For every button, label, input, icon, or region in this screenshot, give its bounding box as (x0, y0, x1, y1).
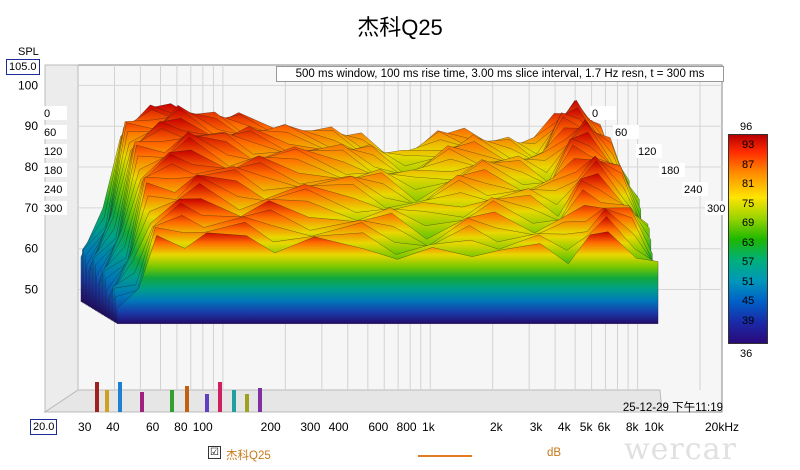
decay-spike (258, 388, 262, 412)
x-tick-label: 60 (146, 420, 160, 434)
time-axis-label: 60 (615, 127, 627, 139)
decay-spike (95, 382, 99, 412)
waterfall-slice (116, 231, 659, 325)
time-axis-label: 60 (44, 127, 56, 139)
x-tick-label: 3k (530, 420, 544, 434)
time-label-bg (42, 144, 67, 158)
time-axis-label: 180 (661, 165, 679, 177)
x-tick-label: 80 (174, 420, 188, 434)
colorbar-tick-label: 93 (742, 139, 755, 151)
x-tick-label: 30 (78, 420, 92, 434)
time-axis-label: 300 (44, 203, 62, 215)
y-axis-label: SPL (18, 46, 39, 58)
time-label-bg (682, 182, 708, 196)
timestamp: 25-12-29 下午11:19 (622, 402, 723, 414)
x-tick-label: 40 (106, 420, 120, 434)
colorbar-tick-label: 75 (742, 197, 755, 210)
floor (43, 389, 663, 413)
colorbar (728, 134, 768, 344)
watermark: wercar (624, 432, 737, 467)
colorbar-min: 36 (740, 348, 753, 360)
y-tick-label: 80 (25, 160, 39, 174)
x-tick-label: 20kHz (705, 420, 739, 434)
x-tick-label: 10k (644, 420, 664, 434)
time-axis-label: 240 (44, 184, 62, 196)
decay-spike (232, 390, 236, 412)
colorbar-tick-label: 81 (742, 178, 755, 190)
x-tick-label: 2k (490, 420, 504, 434)
time-label-bg (613, 125, 639, 139)
colorbar-tick-label: 45 (742, 295, 755, 307)
time-label-bg (659, 163, 685, 177)
time-label-bg (42, 163, 67, 177)
decay-spike (140, 392, 144, 412)
time-label-bg (42, 182, 67, 196)
decay-spike (118, 382, 122, 412)
time-label-bg (42, 201, 67, 215)
y-tick-label: 60 (25, 242, 39, 256)
y-tick-label: 50 (25, 283, 39, 297)
legend-line-swatch (418, 455, 472, 457)
x-tick-label: 400 (329, 420, 349, 434)
x-min-field[interactable]: 20.0 (30, 419, 58, 435)
x-tick-label: 100 (193, 420, 213, 434)
time-axis-label: 120 (44, 146, 62, 158)
decay-spike (205, 394, 209, 412)
colorbar-tick-label: 39 (742, 314, 755, 327)
x-tick-label: 1k (422, 420, 436, 434)
colorbar-tick-label: 51 (742, 275, 755, 288)
y-max-field[interactable]: 105.0 (6, 59, 40, 75)
x-tick-label: 4k (558, 420, 572, 434)
y-tick-label: 70 (25, 201, 39, 215)
time-axis-label: 0 (592, 108, 598, 120)
colorbar-max: 96 (740, 121, 753, 133)
x-tick-label: 8k (626, 420, 640, 434)
x-tick-label: 800 (397, 420, 417, 434)
time-label-bg (590, 106, 616, 120)
decay-spike (218, 382, 222, 412)
colorbar-tick-label: 57 (742, 256, 755, 268)
time-label-bg (705, 201, 731, 215)
analysis-settings: 500 ms window, 100 ms rise time, 3.00 ms… (276, 66, 724, 82)
time-axis-label: 120 (638, 146, 656, 158)
time-label-bg (42, 125, 67, 139)
colorbar-tick-label: 69 (742, 217, 755, 229)
decay-spike (170, 390, 174, 412)
colorbar-tick-label: 87 (742, 158, 755, 171)
time-label-bg (636, 144, 662, 158)
x-tick-label: 200 (261, 420, 281, 434)
legend-unit: dB (547, 447, 562, 459)
colorbar-tick-label: 63 (742, 236, 755, 249)
decay-spike (185, 386, 189, 412)
time-axis-label: 240 (684, 184, 702, 196)
chart-title: 杰科Q25 (357, 15, 443, 40)
time-axis-label: 0 (44, 108, 50, 120)
y-tick-label: 90 (25, 119, 39, 133)
decay-spike (245, 394, 249, 412)
x-tick-label: 6k (598, 420, 612, 434)
decay-spike (105, 390, 109, 412)
y-tick-label: 100 (18, 78, 38, 92)
time-label-bg (42, 106, 67, 120)
time-axis-label: 300 (707, 203, 725, 215)
x-tick-label: 600 (368, 420, 388, 434)
x-tick-label: 300 (300, 420, 320, 434)
legend-checkbox[interactable]: ☑ (208, 446, 221, 459)
waterfall-surface (80, 99, 659, 412)
time-axis-label: 180 (44, 165, 62, 177)
legend-series-name: 杰科Q25 (226, 450, 271, 462)
x-tick-label: 5k (580, 420, 594, 434)
